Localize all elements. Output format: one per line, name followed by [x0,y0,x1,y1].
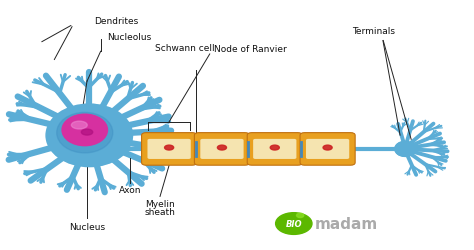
Ellipse shape [65,119,113,153]
Text: Nucleolus: Nucleolus [108,33,152,42]
FancyBboxPatch shape [300,133,355,166]
Ellipse shape [62,115,108,146]
FancyBboxPatch shape [201,139,244,159]
FancyBboxPatch shape [147,139,191,159]
Ellipse shape [72,122,87,130]
Text: Schwann cell: Schwann cell [155,44,215,52]
Ellipse shape [46,105,132,167]
Text: madam: madam [314,216,377,231]
Ellipse shape [57,112,122,159]
Ellipse shape [164,146,173,150]
Ellipse shape [270,146,279,150]
Ellipse shape [395,142,415,157]
Ellipse shape [46,105,132,167]
FancyBboxPatch shape [306,139,349,159]
Ellipse shape [57,113,113,153]
Ellipse shape [218,146,227,150]
FancyBboxPatch shape [247,133,302,166]
Text: Axon: Axon [119,185,141,194]
Ellipse shape [82,130,93,136]
Ellipse shape [50,108,128,164]
Text: sheath: sheath [145,208,175,216]
Ellipse shape [297,213,304,218]
FancyBboxPatch shape [142,133,197,166]
Circle shape [275,213,312,234]
Text: Nucleus: Nucleus [69,222,105,231]
Ellipse shape [395,142,415,157]
Text: Node of Ranvier: Node of Ranvier [214,45,287,54]
FancyBboxPatch shape [253,139,296,159]
Ellipse shape [323,146,332,150]
Text: Dendrites: Dendrites [94,16,138,26]
Text: Myelin: Myelin [145,200,175,208]
Text: Terminals: Terminals [352,27,395,36]
FancyBboxPatch shape [194,133,249,166]
Text: BIO: BIO [285,219,302,228]
